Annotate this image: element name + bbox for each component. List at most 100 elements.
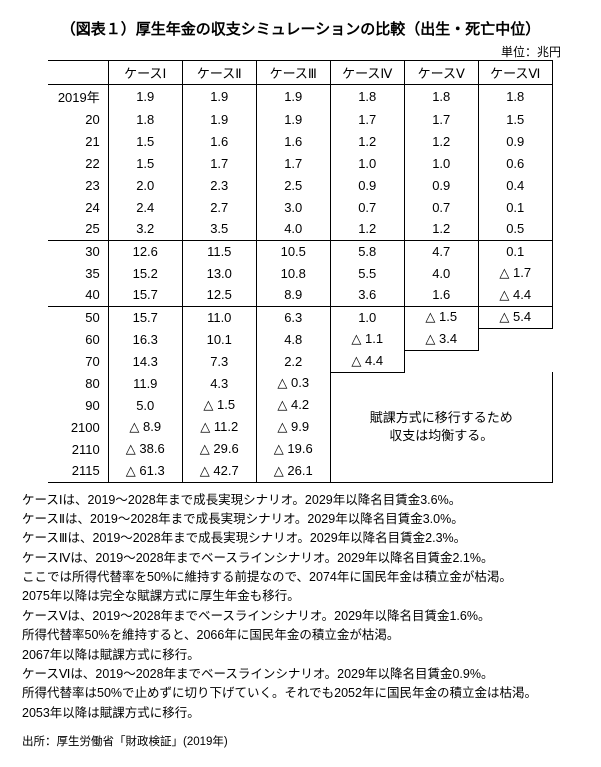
note-line: 所得代替率50%を維持すると、2066年に国民年金の積立金が枯渇。 xyxy=(22,626,579,645)
data-cell: 1.5 xyxy=(108,152,182,174)
year-cell: 60 xyxy=(48,328,108,350)
data-cell: 2.5 xyxy=(256,174,330,196)
data-table: ケースⅠ ケースⅡ ケースⅢ ケースⅣ ケースⅤ ケースⅥ 2019年1.91.… xyxy=(48,60,553,483)
year-cell: 25 xyxy=(48,218,108,240)
data-cell: 1.9 xyxy=(256,85,330,109)
data-cell: 0.7 xyxy=(404,196,478,218)
data-cell: 12.5 xyxy=(182,284,256,306)
data-cell: △ 0.3 xyxy=(256,372,330,394)
data-cell: △ 1.1 xyxy=(330,328,404,350)
year-header xyxy=(48,61,108,85)
note-line: 2075年以降は完全な賦課方式に厚生年金も移行。 xyxy=(22,587,579,606)
data-cell: 2.0 xyxy=(108,174,182,196)
data-cell: △ 1.5 xyxy=(182,394,256,416)
data-cell: 1.7 xyxy=(256,152,330,174)
data-cell: 1.9 xyxy=(108,85,182,109)
data-cell: 1.7 xyxy=(330,108,404,130)
unit-label: 単位：兆円 xyxy=(22,43,579,60)
note-line: ケースⅢは、2019～2028年まで成長実現シナリオ。2029年以降名目賃金2.… xyxy=(22,529,579,548)
data-cell: △ 4.4 xyxy=(478,284,552,306)
data-cell: 1.6 xyxy=(256,130,330,152)
data-cell: 1.2 xyxy=(404,130,478,152)
data-cell: 0.9 xyxy=(330,174,404,196)
data-cell: 1.0 xyxy=(330,152,404,174)
note-line: ケースⅣは、2019～2028年までベースラインシナリオ。2029年以降名目賃金… xyxy=(22,549,579,568)
year-cell: 70 xyxy=(48,350,108,372)
data-cell: 15.7 xyxy=(108,284,182,306)
data-cell: 3.2 xyxy=(108,218,182,240)
data-cell: 13.0 xyxy=(182,262,256,284)
year-cell: 40 xyxy=(48,284,108,306)
data-cell: 4.3 xyxy=(182,372,256,394)
data-cell: △ 1.5 xyxy=(404,306,478,328)
data-cell: 4.7 xyxy=(404,240,478,262)
data-cell: 11.5 xyxy=(182,240,256,262)
col-header: ケースⅢ xyxy=(256,61,330,85)
year-cell: 80 xyxy=(48,372,108,394)
data-cell: 14.3 xyxy=(108,350,182,372)
data-cell: 4.0 xyxy=(404,262,478,284)
data-cell: △ 1.7 xyxy=(478,262,552,284)
year-cell: 50 xyxy=(48,306,108,328)
data-cell: △ 5.4 xyxy=(478,306,552,328)
data-cell: 7.3 xyxy=(182,350,256,372)
data-cell: 1.0 xyxy=(404,152,478,174)
data-cell: 1.5 xyxy=(478,108,552,130)
data-cell: 6.3 xyxy=(256,306,330,328)
note-line: 所得代替率は50%で止めずに切り下げていく。それでも2052年に国民年金の積立金… xyxy=(22,684,579,703)
note-line: ケースⅡは、2019～2028年まで成長実現シナリオ。2029年以降名目賃金3.… xyxy=(22,510,579,529)
data-cell: 0.1 xyxy=(478,240,552,262)
data-cell: △ 11.2 xyxy=(182,416,256,438)
year-cell: 2100 xyxy=(48,416,108,438)
data-cell: 2.7 xyxy=(182,196,256,218)
data-cell: 1.9 xyxy=(256,108,330,130)
data-cell: 4.0 xyxy=(256,218,330,240)
annotation-cell: 賦課方式に移行するため収支は均衡する。 xyxy=(330,372,552,482)
data-cell: △ 9.9 xyxy=(256,416,330,438)
data-cell: 0.9 xyxy=(478,130,552,152)
data-cell: 3.6 xyxy=(330,284,404,306)
data-cell: 0.1 xyxy=(478,196,552,218)
data-cell: △ 4.2 xyxy=(256,394,330,416)
year-cell: 2019年 xyxy=(48,85,108,109)
col-header: ケースⅥ xyxy=(478,61,552,85)
year-cell: 22 xyxy=(48,152,108,174)
data-cell: 10.8 xyxy=(256,262,330,284)
data-cell: 1.0 xyxy=(330,306,404,328)
data-cell: 11.0 xyxy=(182,306,256,328)
data-cell: 11.9 xyxy=(108,372,182,394)
year-cell: 20 xyxy=(48,108,108,130)
data-cell: △ 26.1 xyxy=(256,460,330,482)
data-cell: 1.7 xyxy=(404,108,478,130)
data-cell: △ 3.4 xyxy=(404,328,478,350)
data-cell: 1.9 xyxy=(182,108,256,130)
year-cell: 2110 xyxy=(48,438,108,460)
data-cell: 12.6 xyxy=(108,240,182,262)
col-header: ケースⅤ xyxy=(404,61,478,85)
data-cell: 1.8 xyxy=(108,108,182,130)
data-cell: 1.2 xyxy=(330,218,404,240)
data-cell: 0.5 xyxy=(478,218,552,240)
data-cell: 8.9 xyxy=(256,284,330,306)
data-cell: 3.5 xyxy=(182,218,256,240)
data-cell: △ 42.7 xyxy=(182,460,256,482)
data-cell: 0.6 xyxy=(478,152,552,174)
data-cell: 1.8 xyxy=(404,85,478,109)
year-cell: 2115 xyxy=(48,460,108,482)
data-cell: 0.7 xyxy=(330,196,404,218)
data-cell: 1.5 xyxy=(108,130,182,152)
year-cell: 21 xyxy=(48,130,108,152)
source-label: 出所：厚生労働省「財政検証」(2019年) xyxy=(22,733,579,749)
note-line: ケースⅥは、2019～2028年までベースラインシナリオ。2029年以降名目賃金… xyxy=(22,665,579,684)
year-cell: 30 xyxy=(48,240,108,262)
data-cell: 0.9 xyxy=(404,174,478,196)
data-cell: 1.2 xyxy=(330,130,404,152)
data-cell: △ 8.9 xyxy=(108,416,182,438)
note-line: ケースⅤは、2019～2028年までベースラインシナリオ。2029年以降名目賃金… xyxy=(22,607,579,626)
data-cell: 1.8 xyxy=(478,85,552,109)
data-cell: 2.2 xyxy=(256,350,330,372)
data-cell: △ 61.3 xyxy=(108,460,182,482)
data-cell: 1.6 xyxy=(182,130,256,152)
data-cell: 4.8 xyxy=(256,328,330,350)
year-cell: 35 xyxy=(48,262,108,284)
